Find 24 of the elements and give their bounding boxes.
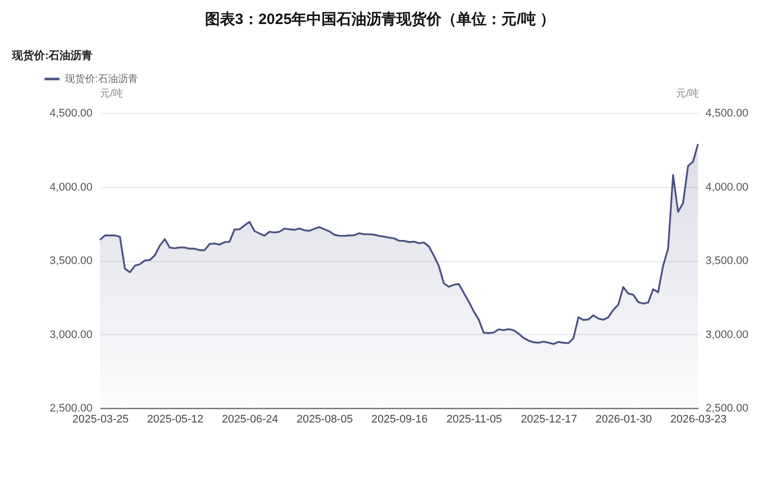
legend-label: 现货价:石油沥青 <box>65 73 138 85</box>
y2-axis-title: 元/吨 <box>676 88 699 100</box>
chart-title: 图表3：2025年中国石油沥青现货价（单位：元/吨 ） <box>204 11 556 28</box>
y2-tick-label: 2,500.00 <box>706 402 748 414</box>
x-tick-label: 2026-01-30 <box>596 414 652 426</box>
y2-tick-label: 4,500.00 <box>706 108 748 120</box>
x-tick-label: 2025-08-05 <box>296 414 353 426</box>
y2-tick-label: 3,000.00 <box>706 328 748 341</box>
x-tick-label: 2025-09-16 <box>371 414 428 426</box>
y2-tick-label: 3,500.00 <box>706 255 748 267</box>
x-tick-label: 2026-03-23 <box>670 414 727 426</box>
y2-tick-label: 4,000.00 <box>706 181 748 194</box>
x-tick-label: 2025-03-25 <box>72 414 129 426</box>
y-tick-label: 4,500.00 <box>50 108 92 120</box>
y-tick-label: 3,500.00 <box>50 255 92 267</box>
chart-subtitle: 现货价:石油沥青 <box>11 49 93 62</box>
y-axis-title: 元/吨 <box>100 88 123 100</box>
y-tick-label: 2,500.00 <box>50 402 92 414</box>
y-tick-label: 3,000.00 <box>50 328 92 341</box>
x-tick-label: 2025-11-05 <box>446 414 502 426</box>
x-tick-label: 2025-05-12 <box>147 414 204 426</box>
y-tick-label: 4,000.00 <box>50 181 92 194</box>
x-tick-label: 2025-06-24 <box>222 414 278 426</box>
x-tick-label: 2025-12-17 <box>520 414 578 426</box>
